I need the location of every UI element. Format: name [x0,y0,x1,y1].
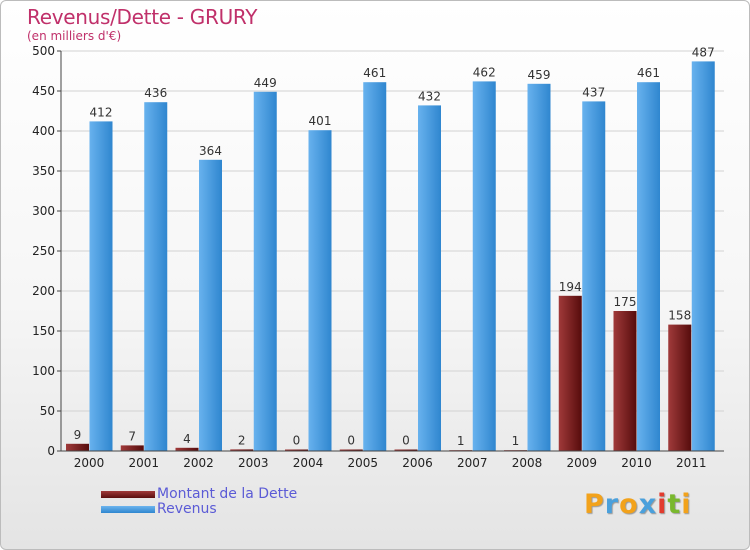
y-tick-label: 450 [32,84,55,98]
logo-letter: i [681,489,692,520]
bar-revenue [199,159,222,452]
data-label-revenue: 436 [144,86,167,100]
bar-revenue [472,81,496,452]
data-label-revenue: 432 [418,89,441,103]
bar-debt [285,449,308,451]
legend-label-revenue: Revenus [157,501,217,517]
y-tick-label: 350 [32,164,55,178]
bar-revenue [308,130,332,451]
data-label-revenue: 437 [582,85,605,99]
logo-letter: i [657,489,668,520]
y-tick-label: 200 [32,284,55,298]
logo-letter: t [667,489,682,520]
y-tick-label: 300 [32,204,55,218]
x-tick-label: 2009 [566,456,597,470]
chart-subtitle: (en milliers d'€) [27,29,122,43]
bar-debt [613,311,637,451]
x-tick-label: 2010 [621,456,652,470]
data-label-debt: 194 [559,280,582,294]
bar-debt [66,443,89,451]
data-label-debt: 158 [668,309,691,323]
data-label-revenue: 449 [254,76,277,90]
data-label-revenue: 487 [692,45,715,59]
bar-revenue [527,83,551,452]
x-tick-label: 2001 [128,456,159,470]
bar-debt [120,445,144,451]
legend-label-debt: Montant de la Dette [157,486,298,502]
bar-revenue [637,82,660,451]
bar-debt [230,449,254,451]
logo-letter: r [604,489,620,520]
bar-revenue [89,121,113,452]
bar-debt [339,449,363,451]
data-label-debt: 0 [293,434,301,448]
bar-debt [175,447,199,451]
bar-debt [668,324,692,451]
data-label-revenue: 462 [473,65,496,79]
data-label-debt: 0 [402,434,410,448]
y-tick-label: 250 [32,244,55,258]
x-tick-label: 2008 [512,456,543,470]
bar-revenue [418,105,441,452]
data-label-debt: 9 [74,428,82,442]
data-label-debt: 0 [347,434,355,448]
y-tick-label: 400 [32,124,55,138]
proxiti-logo: Proxiti [584,489,692,520]
bar-debt [394,449,418,451]
logo-letter: P [584,489,605,520]
data-label-debt: 1 [457,434,465,448]
bar-debt [558,295,582,451]
x-tick-label: 2007 [457,456,488,470]
data-label-debt: 4 [183,432,191,446]
chart-title: Revenus/Dette - GRURY [27,5,258,29]
x-tick-label: 2003 [238,456,269,470]
bar-revenue [144,102,168,451]
data-label-revenue: 459 [528,68,551,82]
y-tick-label: 500 [32,44,55,58]
y-axis: 0 50 100 150 200 250 300 350 400 450 500 [32,44,62,458]
x-tick-label: 2005 [347,456,378,470]
x-axis: 2000 2001 2002 2003 2004 2005 2006 2007 2008 2009… [61,450,724,470]
logo-letter: x [638,489,658,520]
bar-revenue [582,101,606,452]
data-label-debt: 7 [128,429,136,443]
data-label-revenue: 401 [309,114,332,128]
legend-swatch-debt [101,491,155,498]
x-tick-label: 2004 [293,456,324,470]
bar-revenue [253,91,277,452]
x-tick-label: 2000 [74,456,105,470]
y-tick-label: 100 [32,364,55,378]
data-label-debt: 175 [614,295,637,309]
legend-swatch-revenue [101,506,155,513]
data-label-revenue: 412 [90,105,113,119]
bar-revenue [363,82,387,451]
x-tick-label: 2011 [676,456,707,470]
data-label-debt: 1 [512,434,520,448]
y-tick-label: 50 [40,404,55,418]
bars: 9 412 7 436 4 364 2 449 0 401 0 461 0 432 1 462 1 459 194 4… [66,45,715,452]
data-label-revenue: 461 [363,66,386,80]
y-tick-label: 150 [32,324,55,338]
logo-letter: o [619,489,639,520]
x-tick-label: 2002 [183,456,214,470]
data-label-debt: 2 [238,433,246,447]
bar-revenue [691,61,715,452]
y-tick-label: 0 [47,444,55,458]
x-tick-label: 2006 [402,456,433,470]
data-label-revenue: 461 [637,66,660,80]
data-label-revenue: 364 [199,144,222,158]
